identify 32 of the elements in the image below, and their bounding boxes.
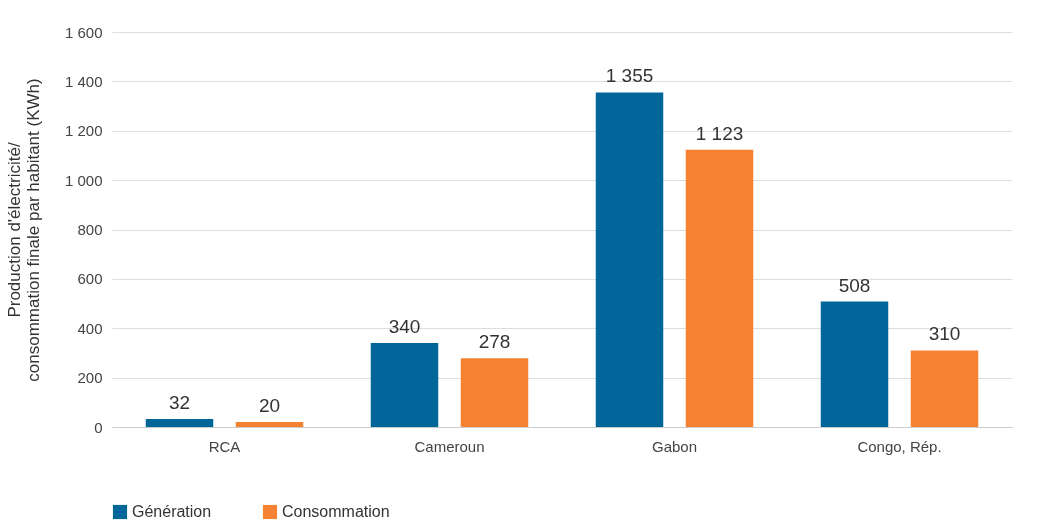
x-tick-label: Cameroun	[414, 437, 485, 455]
x-tick-label: Congo, Rép.	[857, 437, 942, 455]
data-label: 508	[838, 274, 871, 296]
legend-label: Génération	[132, 503, 212, 520]
y-tick-label: 600	[77, 270, 103, 288]
bar	[685, 149, 754, 427]
bar	[370, 343, 439, 427]
bar	[235, 422, 304, 427]
y-tick-label: 1 000	[64, 171, 103, 189]
y-tick-label: 1 600	[64, 23, 103, 41]
bar	[145, 419, 214, 427]
bar	[910, 350, 979, 427]
y-tick-label: 800	[77, 221, 103, 238]
data-label: 310	[928, 323, 961, 345]
data-label: 1 355	[605, 65, 654, 87]
data-label: 32	[168, 392, 191, 414]
legend-label: Consommation	[282, 503, 390, 520]
bar	[460, 358, 529, 427]
y-tick-label: 1 200	[64, 122, 103, 140]
data-label: 278	[478, 331, 511, 353]
bar	[820, 301, 889, 427]
y-tick-label: 0	[94, 418, 103, 436]
data-label: 1 123	[695, 122, 744, 144]
y-tick-label: 200	[77, 369, 103, 387]
x-tick-label: RCA	[208, 437, 241, 455]
y-tick-label: 1 400	[64, 72, 103, 90]
bar	[595, 92, 664, 427]
data-label: 340	[388, 316, 421, 338]
x-tick-label: Gabon	[651, 437, 698, 455]
data-label: 20	[258, 395, 281, 417]
y-tick-label: 400	[77, 319, 103, 337]
y-axis-title: Production d'électricité/ consommation finale par habitant (KWh)	[4, 78, 43, 382]
